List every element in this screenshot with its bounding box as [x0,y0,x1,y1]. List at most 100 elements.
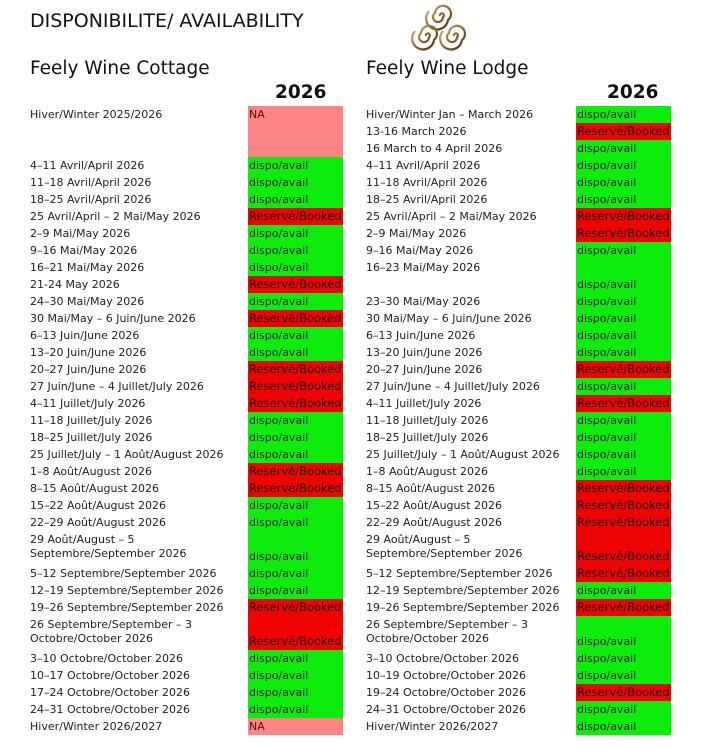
lodge-row-status: Reservé/Booked [576,497,671,514]
cottage-row-label: 22–29 Août/August 2026 [30,516,167,529]
cottage-row-label: 18–25 Juillet/July 2026 [30,431,153,444]
cottage-row-label: 30 Mai/May – 6 Juin/June 2026 [30,312,196,325]
lodge-row-label: 30 Mai/May – 6 Juin/June 2026 [366,312,532,325]
lodge-row-label: 19–24 Octobre/October 2026 [366,686,526,699]
cottage-row-label: 8–15 Août/August 2026 [30,482,160,495]
cottage-row-status: dispo/avail [248,327,343,344]
cottage-row-label: 27 Juin/June – 4 Juillet/July 2026 [30,380,204,393]
lodge-row-status: dispo/avail [576,718,671,735]
cottage-title: Feely Wine Cottage [30,58,210,79]
cottage-row-status: dispo/avail [248,259,343,276]
cottage-row-status: dispo/avail [248,225,343,242]
lodge-row-status: Reservé/Booked [576,514,671,531]
lodge-row-label: 22–29 Août/August 2026 [366,516,503,529]
lodge-row-status: Reservé/Booked [576,361,671,378]
lodge-row-label: 3–10 Octobre/October 2026 [366,652,519,665]
lodge-row-label: 9–16 Mai/May 2026 [366,244,474,257]
cottage-row-status: dispo/avail [248,191,343,208]
cottage-row-label: 19–26 Septembre/September 2026 [30,601,224,614]
cottage-row-label: 4–11 Juillet/July 2026 [30,397,146,410]
lodge-row-label: 4–11 Juillet/July 2026 [366,397,482,410]
lodge-row-label: 6–13 Juin/June 2026 [366,329,476,342]
cottage-row-label: 13–20 Juin/June 2026 [30,346,147,359]
cottage-row-status: Reservé/Booked [248,480,343,497]
lodge-row-status: dispo/avail [576,106,671,123]
cottage-row-label: 11–18 Juillet/July 2026 [30,414,153,427]
lodge-row-status: dispo/avail [576,446,671,463]
lodge-row-label: 18–25 Juillet/July 2026 [366,431,489,444]
lodge-row-status: dispo/avail [576,378,671,395]
lodge-row-status: dispo/avail [576,429,671,446]
lodge-row-label: 26 Septembre/September – 3 Octobre/Octob… [366,618,529,645]
cottage-row-status: Reservé/Booked [248,395,343,412]
lodge-row-label: 27 Juin/June – 4 Juillet/July 2026 [366,380,540,393]
lodge-row-status: dispo/avail [576,327,671,344]
cottage-row-label: Hiver/Winter 2026/2027 [30,720,163,733]
cottage-row-label: 5–12 Septembre/September 2026 [30,567,217,580]
cottage-row-label: 16–21 Mai/May 2026 [30,261,145,274]
lodge-row-label: 12–19 Septembre/September 2026 [366,584,560,597]
cottage-row-status: dispo/avail [248,514,343,531]
cottage-row-status: dispo/avail [248,429,343,446]
cottage-row-status: Reservé/Booked [248,276,343,293]
cottage-row-label: 24–31 Octobre/October 2026 [30,703,190,716]
lodge-row-status: dispo/avail [576,140,671,157]
cottage-row-label: 18–25 Avril/April 2026 [30,193,152,206]
cottage-row-label: 2–9 Mai/May 2026 [30,227,131,240]
cottage-row-status: Reservé/Booked [248,310,343,327]
cottage-row-status: dispo/avail [248,242,343,259]
cottage-row-status: dispo/avail [248,531,343,565]
lodge-row-label: 25 Avril/April – 2 Mai/May 2026 [366,210,537,223]
cottage-row-status: dispo/avail [248,344,343,361]
lodge-row-label: 5–12 Septembre/September 2026 [366,567,553,580]
lodge-row-label: Hiver/Winter Jan – March 2026 [366,108,534,121]
cottage-row-status: dispo/avail [248,582,343,599]
cottage-year-header: 2026 [275,82,327,103]
lodge-row-label: Hiver/Winter 2026/2027 [366,720,499,733]
cottage-row-status: dispo/avail [248,497,343,514]
lodge-row-label: 29 Août/August – 5 Septembre/September 2… [366,533,523,560]
lodge-row-status: dispo/avail [576,701,671,718]
cottage-row-status: dispo/avail [248,565,343,582]
lodge-row-status: Reservé/Booked [576,531,671,565]
lodge-row-status: dispo/avail [576,174,671,191]
lodge-row-label: 16 March to 4 April 2026 [366,142,503,155]
lodge-row-label: 11–18 Juillet/July 2026 [366,414,489,427]
cottage-row-status: dispo/avail [248,667,343,684]
cottage-row-label: 10–17 Octobre/October 2026 [30,669,190,682]
lodge-row-label: 16–23 Mai/May 2026 [366,261,481,274]
lodge-row-status: Reservé/Booked [576,395,671,412]
lodge-row-status: Reservé/Booked [576,123,671,140]
lodge-title: Feely Wine Lodge [366,58,529,79]
lodge-row-status: Reservé/Booked [576,208,671,225]
cottage-row-status: dispo/avail [248,293,343,310]
cottage-row-label: 26 Septembre/September – 3 Octobre/Octob… [30,618,193,645]
lodge-row-label: 15–22 Août/August 2026 [366,499,503,512]
lodge-row-label: 2–9 Mai/May 2026 [366,227,467,240]
cottage-row-label: 15–22 Août/August 2026 [30,499,167,512]
lodge-row-status: Reservé/Booked [576,599,671,616]
lodge-row-status: Reservé/Booked [576,225,671,242]
cottage-row-status: dispo/avail [248,412,343,429]
lodge-row-status: dispo/avail [576,310,671,327]
lodge-row-status: dispo/avail [576,344,671,361]
cottage-row-status: dispo/avail [248,650,343,667]
lodge-row-label: 1–8 Août/August 2026 [366,465,489,478]
cottage-row-status: Reservé/Booked [248,463,343,480]
cottage-row-status: NA [248,106,343,157]
cottage-row-label: 6–13 Juin/June 2026 [30,329,140,342]
lodge-row-label: 20–27 Juin/June 2026 [366,363,483,376]
lodge-row-status: dispo/avail [576,650,671,667]
cottage-row-status: Reservé/Booked [248,616,343,650]
page-title: DISPONIBILITE/ AVAILABILITY [30,10,304,32]
cottage-row-status: Reservé/Booked [248,208,343,225]
cottage-row-status: NA [248,718,343,735]
lodge-row-label: 13-16 March 2026 [366,125,467,138]
cottage-row-label: 24–30 Mai/May 2026 [30,295,145,308]
lodge-row-status: dispo/avail [576,242,671,259]
cottage-row-status: dispo/avail [248,157,343,174]
cottage-row-label: 20–27 Juin/June 2026 [30,363,147,376]
lodge-row-label: 18–25 Avril/April 2026 [366,193,488,206]
cottage-row-label: 9–16 Mai/May 2026 [30,244,138,257]
lodge-row-label: 10–19 Octobre/October 2026 [366,669,526,682]
